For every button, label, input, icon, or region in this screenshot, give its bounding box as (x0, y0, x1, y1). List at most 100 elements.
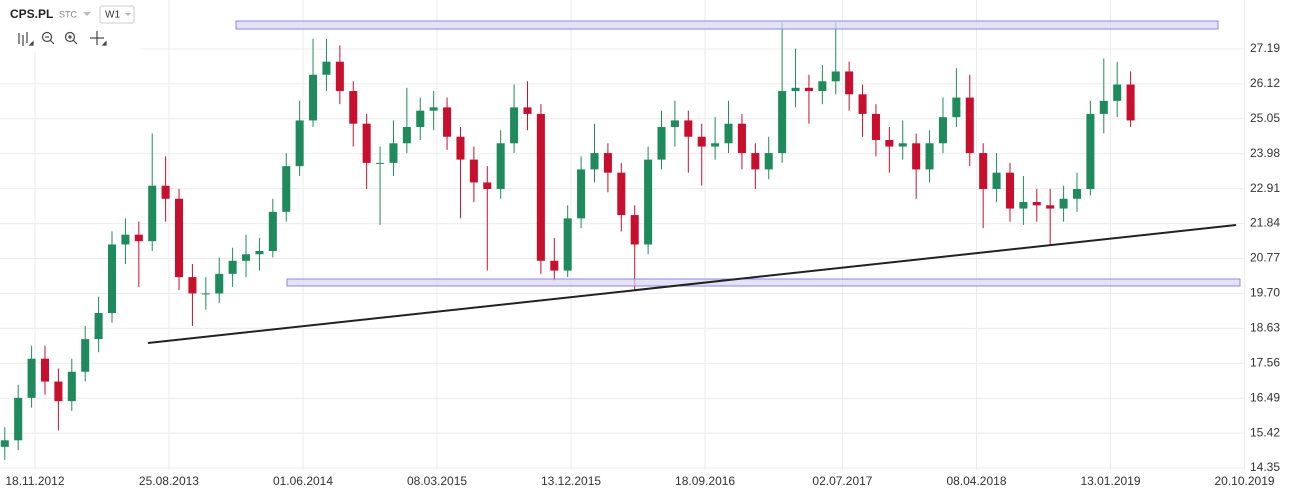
candle-body (228, 260, 237, 274)
x-tick-label: 08.04.2018 (946, 474, 1006, 488)
candle-body (871, 113, 880, 141)
x-tick-label: 18.09.2016 (675, 474, 735, 488)
candle-body (617, 172, 626, 216)
candle-body (1072, 188, 1082, 199)
candle-body (282, 166, 291, 212)
y-tick-label: 27.19 (1250, 41, 1280, 55)
candle-body (242, 254, 251, 261)
candle-body (510, 107, 519, 144)
candle-body (402, 126, 411, 144)
candle-body (443, 107, 452, 137)
candle-body (188, 277, 197, 294)
x-tick-label: 13.01.2019 (1080, 474, 1140, 488)
candle-body (952, 97, 961, 118)
candle-body (577, 169, 586, 219)
tool-crosshair[interactable] (90, 31, 107, 46)
candle-body (107, 244, 117, 314)
toolbar (18, 31, 107, 46)
candle-body (925, 143, 934, 170)
candle-body (697, 136, 706, 147)
candle-body (845, 71, 854, 95)
candle-body (670, 120, 679, 127)
candle-body (711, 143, 720, 147)
y-tick-label: 16.49 (1250, 390, 1280, 404)
candle-body (295, 120, 304, 167)
candle-body (523, 107, 532, 114)
x-tick-label: 01.06.2014 (273, 474, 333, 488)
candle-body (362, 123, 371, 163)
x-tick-label: 18.11.2012 (5, 474, 64, 488)
candle-body (429, 107, 438, 111)
y-tick-label: 25.05 (1250, 111, 1280, 125)
trend-line (147, 224, 1237, 344)
candle-body (1099, 100, 1108, 114)
interval-box[interactable] (99, 5, 135, 24)
interval[interactable]: W1 (105, 10, 120, 21)
candle-body (630, 215, 639, 245)
candle-body (818, 81, 827, 92)
y-tick-label: 23.98 (1250, 146, 1280, 160)
candle-body (496, 143, 505, 189)
candle-body (40, 358, 50, 382)
exchange[interactable]: STC (59, 9, 78, 19)
axes: 27.19 26.12 25.05 23.98 22.91 21.84 20.77 19.70… (5, 41, 1280, 488)
y-tick-label: 15.42 (1250, 425, 1280, 439)
candles (0, 22, 1135, 460)
candle-body (322, 61, 331, 75)
candle-body (416, 110, 425, 127)
candle-body (1086, 113, 1095, 189)
candle-body (335, 61, 344, 92)
candle-body (268, 211, 277, 251)
candle-body (764, 153, 773, 170)
candle-body (148, 185, 157, 242)
candle-body (912, 143, 921, 170)
y-tick-label: 22.91 (1250, 181, 1280, 195)
candle-body (81, 339, 90, 372)
candle-body (376, 162, 385, 164)
candle-body (938, 117, 947, 144)
candle-body (550, 260, 559, 271)
candle-body (1005, 172, 1014, 209)
tool-zoom-out[interactable] (41, 31, 55, 45)
y-tick-label: 18.63 (1250, 321, 1280, 335)
candle-body (161, 185, 170, 199)
candle-body (804, 87, 813, 92)
candle-body (456, 136, 465, 160)
candle-body (724, 123, 733, 144)
candle-body (1019, 202, 1028, 209)
interval-arrow[interactable] (125, 13, 131, 16)
y-tick-label: 17.56 (1250, 355, 1280, 369)
candle-body (94, 313, 103, 340)
candle-body (14, 397, 23, 441)
candle-body (603, 153, 612, 173)
candle-body (201, 293, 210, 295)
candle-body (644, 159, 653, 245)
candle-body (349, 91, 358, 124)
support-band (286, 278, 1241, 287)
y-tick-label: 14.35 (1250, 460, 1280, 474)
candle-body (831, 71, 840, 82)
candle-body (965, 97, 974, 154)
candle-body (536, 113, 545, 261)
y-tick-label: 26.12 (1250, 76, 1280, 90)
candle-body (778, 91, 787, 154)
tool-zoom-in[interactable] (64, 31, 78, 45)
candle-body (134, 234, 143, 242)
candle-body (590, 153, 599, 170)
candle-body (1113, 84, 1122, 101)
candle-body (483, 182, 492, 189)
candle-body (737, 123, 746, 154)
symbol: CPS.PL (10, 7, 53, 21)
candle-body (684, 120, 693, 137)
candle-body (898, 143, 907, 147)
tool-chart-type[interactable] (18, 32, 34, 46)
x-tick-label: 02.07.2017 (812, 474, 872, 488)
dropdown-arrow[interactable] (83, 12, 91, 16)
candle-body (0, 440, 9, 447)
candle-body (657, 126, 666, 160)
x-tick-label: 25.08.2013 (139, 474, 199, 488)
candle-body (791, 87, 800, 92)
candle-body (992, 172, 1001, 189)
candle-body (563, 218, 572, 271)
